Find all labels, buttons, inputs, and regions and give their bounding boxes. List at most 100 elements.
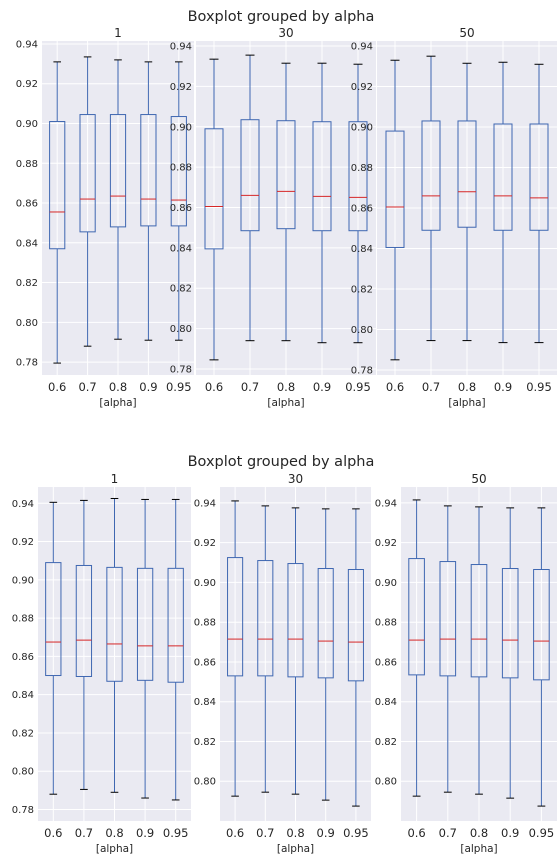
box-0.7 bbox=[75, 499, 93, 790]
y-tick-label: 0.78 bbox=[12, 805, 34, 816]
x-tick-label: 0.7 bbox=[78, 380, 96, 394]
y-tick-label: 0.84 bbox=[12, 690, 34, 701]
y-tick-label: 0.88 bbox=[194, 618, 216, 629]
y-tick-label: 0.82 bbox=[194, 737, 216, 748]
y-tick-label: 0.94 bbox=[375, 498, 397, 509]
y-tick-label: 0.80 bbox=[12, 767, 34, 778]
box-0.8 bbox=[287, 507, 304, 795]
x-tick-label: 0.8 bbox=[105, 826, 123, 840]
x-tick-label: 0.7 bbox=[422, 380, 440, 394]
iqr-box bbox=[204, 128, 224, 250]
x-tick-label: 0.8 bbox=[109, 380, 127, 394]
panel-title: 30 bbox=[278, 26, 293, 40]
box-0.6 bbox=[227, 500, 244, 797]
y-tick-label: 0.86 bbox=[375, 657, 397, 668]
iqr-box bbox=[45, 562, 62, 677]
figure-group-bottom: Boxplot grouped by alpha 0.780.800.820.8… bbox=[12, 454, 557, 855]
y-tick-label: 0.90 bbox=[194, 578, 216, 589]
y-tick-label: 0.92 bbox=[170, 82, 192, 93]
y-tick-label: 0.94 bbox=[351, 42, 373, 53]
iqr-box bbox=[106, 566, 123, 682]
x-tick-label: 0.7 bbox=[256, 826, 274, 840]
panel-bottom-30: 0.80 0.82 0.84 0.86 0.88 0.90 0.92 0.94 0.6 0.7 0.… bbox=[194, 472, 371, 855]
y-tick-label: 0.92 bbox=[194, 538, 216, 549]
x-tick-label: 0.6 bbox=[205, 380, 223, 394]
box-0.9 bbox=[140, 61, 157, 341]
box-0.6 bbox=[385, 59, 405, 361]
y-tick-label: 0.92 bbox=[12, 537, 34, 548]
x-tick-label: 0.9 bbox=[501, 826, 519, 840]
box-0.9 bbox=[501, 507, 519, 799]
y-tick-label: 0.84 bbox=[375, 697, 397, 708]
y-tick-label: 0.82 bbox=[375, 737, 397, 748]
y-tick-label: 0.86 bbox=[170, 203, 192, 214]
x-axis-label: [alpha] bbox=[99, 397, 136, 409]
x-tick-label: 0.8 bbox=[286, 826, 304, 840]
x-tick-label: 0.8 bbox=[458, 380, 476, 394]
y-tick-label: 0.84 bbox=[170, 243, 192, 254]
panel-title: 50 bbox=[471, 472, 486, 486]
panel-top-1: 0.78 0.80 0.82 0.84 0.86 0.88 0.90 0.92 0.94 0.6 0… bbox=[16, 26, 194, 409]
x-tick-label: 0.9 bbox=[494, 380, 512, 394]
x-axis-label: [alpha] bbox=[277, 843, 314, 855]
iqr-box bbox=[170, 116, 187, 227]
y-tick-label: 0.82 bbox=[16, 278, 38, 289]
box-0.9 bbox=[136, 498, 154, 799]
iqr-box bbox=[493, 123, 513, 231]
y-tick-label: 0.80 bbox=[194, 777, 216, 788]
x-axis-label: [alpha] bbox=[96, 843, 133, 855]
figure-group-top: Boxplot grouped by alpha 0.78 0.80 0.82 0.8… bbox=[16, 9, 557, 409]
iqr-box bbox=[287, 563, 304, 678]
y-tick-label: 0.90 bbox=[16, 119, 38, 130]
x-axis-label: [alpha] bbox=[460, 843, 497, 855]
iqr-box bbox=[276, 120, 296, 230]
box-0.7 bbox=[421, 55, 441, 342]
x-axis-label: [alpha] bbox=[448, 397, 485, 409]
iqr-box bbox=[348, 121, 368, 232]
box-0.8 bbox=[457, 62, 477, 342]
y-tick-label: 0.94 bbox=[194, 498, 216, 509]
iqr-box bbox=[317, 568, 334, 679]
y-tick-label: 0.86 bbox=[194, 657, 216, 668]
iqr-box bbox=[49, 121, 66, 250]
iqr-box bbox=[408, 558, 425, 676]
iqr-box bbox=[140, 114, 157, 227]
x-axis-label: [alpha] bbox=[267, 397, 304, 409]
iqr-box bbox=[109, 114, 127, 228]
iqr-box bbox=[421, 120, 441, 231]
iqr-box bbox=[501, 568, 519, 679]
panel-bottom-1: 0.78 0.80 0.82 0.84 0.86 0.88 0.90 0.92 0.94 0.6 0… bbox=[12, 472, 191, 855]
x-tick-label: 0.8 bbox=[277, 380, 295, 394]
y-tick-label: 0.94 bbox=[12, 499, 34, 510]
box-0.8 bbox=[106, 497, 123, 793]
y-tick-label: 0.84 bbox=[16, 238, 38, 249]
iqr-box bbox=[470, 564, 488, 678]
iqr-box bbox=[79, 114, 96, 233]
box-0.8 bbox=[276, 62, 296, 342]
x-tick-label: 0.6 bbox=[44, 826, 62, 840]
y-tick-label: 0.88 bbox=[170, 163, 192, 174]
iqr-box bbox=[439, 561, 457, 677]
y-tick-label: 0.78 bbox=[351, 365, 373, 376]
y-tick-label: 0.86 bbox=[351, 204, 373, 215]
x-tick-label: 0.95 bbox=[163, 826, 189, 840]
x-tick-label: 0.95 bbox=[166, 380, 192, 394]
x-tick-label: 0.95 bbox=[526, 380, 552, 394]
iqr-box bbox=[240, 119, 260, 232]
y-tick-label: 0.86 bbox=[12, 652, 34, 663]
box-0.7 bbox=[257, 505, 274, 793]
box-0.6 bbox=[204, 58, 224, 361]
y-tick-label: 0.78 bbox=[16, 358, 38, 369]
y-tick-label: 0.82 bbox=[170, 284, 192, 295]
y-tick-label: 0.80 bbox=[16, 318, 38, 329]
figure-title-top: Boxplot grouped by alpha bbox=[188, 9, 375, 25]
iqr-box bbox=[312, 121, 332, 232]
y-tick-label: 0.92 bbox=[351, 82, 373, 93]
y-tick-label: 0.94 bbox=[16, 39, 38, 50]
panel-top-30: 0.78 0.80 0.82 0.84 0.86 0.88 0.90 0.92 0.94 0.6 0… bbox=[170, 26, 376, 409]
iqr-box bbox=[529, 123, 549, 231]
box-0.9 bbox=[317, 508, 334, 801]
box-0.6 bbox=[408, 499, 425, 797]
x-tick-label: 0.7 bbox=[241, 380, 259, 394]
y-tick-label: 0.92 bbox=[375, 538, 397, 549]
